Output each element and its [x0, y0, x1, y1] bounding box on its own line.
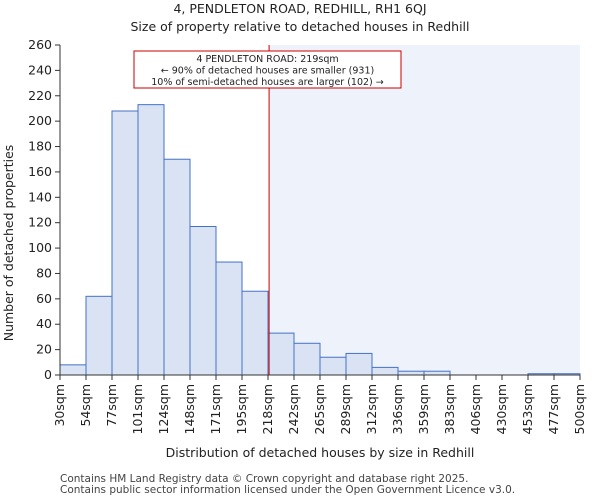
histogram-bar	[59, 364, 87, 376]
histogram-bar	[397, 370, 425, 376]
x-tick-label: 430sqm	[494, 384, 509, 434]
x-tick-label: 477sqm	[546, 384, 561, 434]
y-tick-label: 40	[36, 316, 52, 331]
histogram-bar	[189, 226, 217, 376]
annotation-line: ← 90% of detached houses are smaller (93…	[161, 66, 374, 77]
x-tick-label: 218sqm	[260, 384, 275, 434]
histogram-bar	[215, 261, 243, 376]
y-tick-label: 120	[28, 215, 52, 230]
y-tick-label: 20	[36, 342, 52, 357]
y-axis-label: Number of detached properties	[1, 145, 16, 342]
y-tick-label: 100	[28, 240, 52, 255]
x-tick-label: 54sqm	[78, 384, 93, 427]
x-tick-label: 101sqm	[130, 384, 145, 434]
x-tick-label: 453sqm	[520, 384, 535, 434]
y-tick-label: 180	[28, 139, 52, 154]
histogram-bar	[241, 290, 269, 376]
x-tick-label: 289sqm	[338, 384, 353, 434]
histogram-bar	[319, 356, 347, 376]
histogram-bar	[267, 332, 295, 376]
x-tick-label: 124sqm	[156, 384, 171, 434]
plot-area: 0 20 40 60 80 100 120 140 160 180 200 220 240 260 30sq…	[28, 37, 587, 434]
x-tick-label: 336sqm	[390, 384, 405, 434]
y-tick-label: 140	[28, 189, 52, 204]
x-tick-label: 265sqm	[312, 384, 327, 434]
y-tick-label: 60	[36, 291, 52, 306]
histogram-bar	[293, 342, 321, 376]
y-tick-label: 260	[28, 37, 52, 52]
y-tick-label: 240	[28, 62, 52, 77]
y-tick-label: 80	[36, 265, 52, 280]
x-tick-label: 312sqm	[364, 384, 379, 434]
y-tick-label: 200	[28, 113, 52, 128]
x-tick-label: 195sqm	[234, 384, 249, 434]
footer-line-2: Contains public sector information licen…	[60, 484, 516, 496]
annotation-line: 4 PENDLETON ROAD: 219sqm	[196, 54, 338, 65]
histogram-bar	[85, 295, 113, 376]
histogram-bar	[111, 110, 139, 376]
histogram-bar	[371, 366, 399, 376]
histogram-bar	[423, 370, 451, 376]
annotation-box	[133, 50, 402, 89]
histogram-bar	[137, 104, 165, 376]
x-tick-label: 171sqm	[208, 384, 223, 434]
highlight-region	[269, 45, 580, 375]
x-tick-label: 77sqm	[104, 384, 119, 427]
x-axis-label: Distribution of detached houses by size …	[166, 445, 475, 460]
histogram-bar	[345, 352, 373, 376]
y-tick-label: 220	[28, 88, 52, 103]
x-tick-label: 242sqm	[286, 384, 301, 434]
x-tick-label: 406sqm	[468, 384, 483, 434]
x-tick-label: 500sqm	[572, 384, 587, 434]
y-tick-label: 0	[44, 367, 52, 382]
histogram-chart: 4, PENDLETON ROAD, REDHILL, RH1 6QJ Size…	[1, 1, 587, 460]
x-tick-label: 359sqm	[416, 384, 431, 434]
chart-title: 4, PENDLETON ROAD, REDHILL, RH1 6QJ	[173, 1, 426, 16]
y-tick-label: 160	[28, 164, 52, 179]
x-tick-label: 383sqm	[442, 384, 457, 434]
x-tick-label: 148sqm	[182, 384, 197, 434]
footer-line-1: Contains HM Land Registry data © Crown c…	[60, 473, 469, 485]
histogram-bar	[163, 158, 191, 376]
chart-subtitle: Size of property relative to detached ho…	[130, 19, 469, 34]
x-tick-label: 30sqm	[52, 384, 67, 427]
annotation-line: 10% of semi-detached houses are larger (…	[151, 77, 384, 88]
